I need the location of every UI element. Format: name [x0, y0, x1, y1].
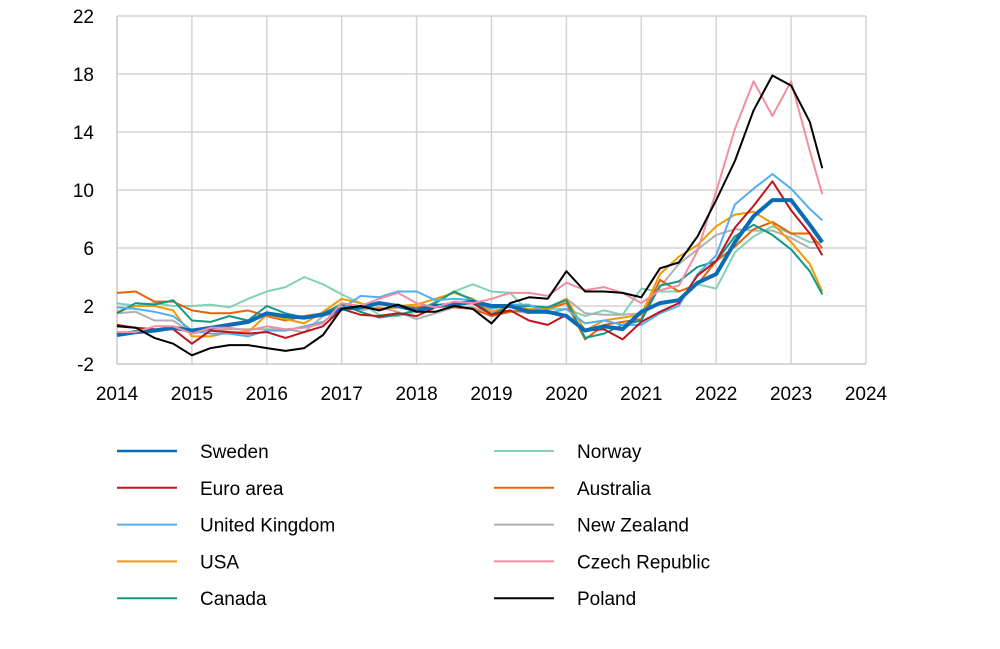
x-tick-label: 2016 [246, 384, 288, 405]
legend-item: USA [117, 552, 239, 573]
legend-label: United Kingdom [200, 516, 335, 537]
y-tick-label: 14 [73, 123, 95, 144]
legend-item: Canada [117, 589, 267, 610]
x-tick-label: 2015 [171, 384, 213, 405]
x-tick-label: 2023 [770, 384, 812, 405]
legend-item: Sweden [117, 442, 269, 463]
x-tick-label: 2018 [395, 384, 437, 405]
axes: 2014 2015 2016 2017 2018 2019 2020 2021 2022 2023… [73, 7, 888, 405]
x-tick-label: 2019 [470, 384, 512, 405]
x-tick-label: 2021 [620, 384, 662, 405]
series-line-poland [116, 74, 824, 357]
legend-item: Australia [494, 479, 651, 500]
gridlines [117, 15, 867, 364]
x-tick-label: 2020 [545, 384, 587, 405]
series-lines [116, 74, 824, 357]
legend-label: Australia [577, 479, 651, 500]
legend-label: Norway [577, 442, 642, 463]
series-line-norway [116, 225, 823, 318]
legend-item: Poland [494, 589, 636, 610]
legend-label: USA [200, 552, 239, 573]
legend-label: Czech Republic [577, 552, 710, 573]
legend-item: Norway [494, 442, 642, 463]
x-tick-label: 2024 [845, 384, 888, 405]
y-tick-label: 2 [83, 297, 94, 318]
x-tick-label: 2017 [321, 384, 363, 405]
series-line-sweden [116, 198, 824, 337]
y-tick-label: 22 [73, 7, 94, 28]
legend-item: Czech Republic [494, 552, 710, 573]
legend-label: Euro area [200, 479, 284, 500]
y-tick-label: 10 [73, 181, 94, 202]
legend-label: Canada [200, 589, 267, 610]
legend-item: Euro area [117, 479, 284, 500]
y-tick-label: 18 [73, 65, 94, 86]
legend-label: Poland [577, 589, 636, 610]
y-tick-label: 6 [83, 239, 94, 260]
legend-item: United Kingdom [117, 516, 335, 537]
legend-label: Sweden [200, 442, 269, 463]
legend-label: New Zealand [577, 516, 689, 537]
legend-item: New Zealand [494, 516, 689, 537]
y-tick-label: -2 [77, 355, 94, 376]
x-tick-label: 2014 [96, 384, 139, 405]
legend: Sweden Euro area United Kingdom USA Canada No… [117, 442, 710, 610]
x-tick-label: 2022 [695, 384, 737, 405]
